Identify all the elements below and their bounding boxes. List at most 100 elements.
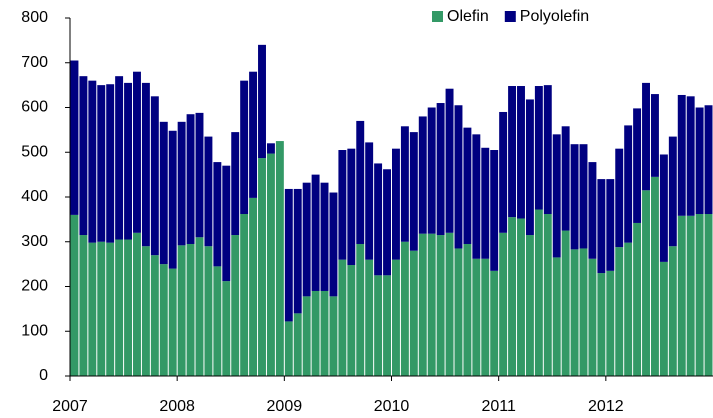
bar-segment [579,248,588,376]
bar-segment [445,232,454,376]
legend-label: Polyolefin [520,8,589,25]
bar-segment [204,246,213,376]
bar-segment [517,86,525,219]
y-tick-label: 100 [21,322,48,339]
bar-segment [150,255,159,376]
y-tick-label: 800 [21,9,48,26]
bar-segment [365,142,374,260]
legend-swatch [432,11,443,22]
bar-segment [615,148,624,248]
bar-segment [490,150,499,271]
bar-segment [624,242,633,376]
bar-segment [481,258,490,376]
bar-segment [552,134,561,258]
bar-segment [311,174,320,291]
bar-segment [97,85,106,242]
bar-segment [436,103,445,236]
bar-segment [383,275,391,376]
bar-segment [588,258,597,376]
bar-segment [490,270,499,376]
bar-segment [141,246,150,376]
bar-segment [302,296,311,376]
bar-segment [356,243,365,376]
bar-segment [115,76,124,240]
bar-segment [88,80,97,243]
bar-segment [302,182,311,297]
bar-segment [686,96,695,216]
legend-swatch [504,11,516,22]
bar-segment [115,239,124,376]
bar-segment [668,246,677,376]
bar-segment [642,190,650,376]
bar-segment [695,107,704,215]
bar-segment [659,261,668,376]
bar-segment [606,179,615,271]
bar-segment [392,148,400,260]
bar-segment [338,150,347,260]
bar-segment [418,116,427,234]
bar-segment [508,86,517,218]
bar-segment [195,112,204,238]
bar-segment [597,179,606,274]
bar-segment [374,275,383,376]
bar-segment [650,176,659,376]
bar-segment [222,165,231,282]
bar-segment [159,264,168,376]
bar-segment [204,136,213,247]
bar-segment [633,108,642,223]
bar-segment [195,237,204,376]
x-tick-label: 2011 [481,398,516,415]
bar-segment [284,321,293,376]
bar-segment [570,144,579,250]
bar-segment [275,141,284,376]
bar-segment [320,182,329,291]
y-tick-label: 400 [21,188,48,205]
bar-segment [561,230,570,376]
bar-segment [133,232,141,376]
bar-segment [570,249,579,376]
bar-segment [418,233,427,376]
bar-segment [677,215,686,376]
bar-segment [141,82,150,247]
bar-segment [543,214,552,376]
bar-segment [588,162,597,259]
bar-segment [79,76,88,236]
y-tick-label: 300 [21,233,48,250]
legend-label: Olefin [447,8,489,25]
bar-segment [320,290,329,376]
bar-segment [579,144,588,249]
y-tick-label: 500 [21,143,48,160]
bar-segment [552,257,561,376]
bar-segment [534,209,543,376]
bar-segment [704,214,713,376]
bar-segment [213,162,222,267]
bar-segment [293,188,302,314]
bar-segment [409,250,418,376]
bar-segment [517,218,525,376]
bar-segment [383,169,391,276]
bar-segment [534,86,543,210]
bar-segment [133,71,141,233]
bar-segment [481,147,490,259]
x-tick-label: 2010 [374,398,410,415]
x-tick-label: 2007 [52,398,88,415]
bar-segment [79,235,88,376]
y-tick-label: 600 [21,99,48,116]
bar-segment [499,232,508,376]
bar-segment [240,80,249,215]
bar-segment [266,153,275,376]
bar-segment [704,105,713,215]
y-tick-label: 0 [39,367,48,384]
bar-segment [249,71,258,198]
bar-segment [70,214,79,376]
bar-segment [186,114,195,244]
bar-segment [427,233,436,376]
bar-segment [231,235,240,376]
bar-segment [231,132,240,236]
bar-segment [525,99,534,236]
bar-segment [213,266,222,376]
bar-segment [624,125,633,243]
bar-segment [329,192,338,297]
bar-segment [311,290,320,376]
bar-segment [445,88,454,233]
